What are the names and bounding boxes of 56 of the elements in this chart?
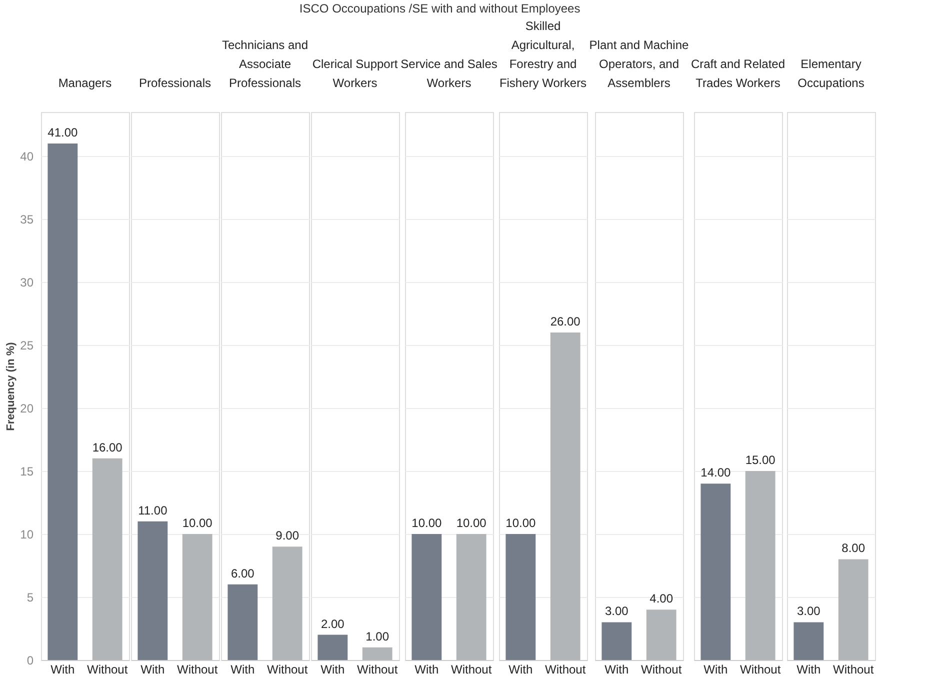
- x-tick-label: Without: [740, 662, 782, 676]
- y-tick-label: 30: [20, 276, 34, 290]
- y-axis-title: Frequency (in %): [5, 342, 18, 431]
- x-tick-label: Without: [86, 662, 128, 676]
- data-label: 14.00: [700, 466, 732, 480]
- x-tick-label: Without: [266, 662, 308, 676]
- data-label: 10.00: [506, 516, 536, 530]
- y-tick-label: 35: [20, 212, 34, 227]
- chart-title: Plant and Machine Operators, and Assemblers: [589, 38, 690, 90]
- x-tick-label: Without: [832, 662, 874, 676]
- data-label: 4.00: [650, 592, 674, 606]
- y-tick-label: 15: [20, 464, 34, 479]
- x-tick-label: With: [796, 662, 821, 676]
- x-tick-label: With: [508, 662, 533, 676]
- text: ISCO Occoupations /SE with and without Employees: [299, 2, 580, 16]
- data-label: 10.00: [182, 516, 213, 530]
- chart-title: Craft and Related Trades Workers: [690, 57, 786, 90]
- x-tick-label: With: [230, 662, 255, 676]
- x-tick-label: Without: [640, 662, 682, 676]
- x-tick-label: Without: [356, 662, 398, 676]
- x-tick-label: With: [604, 662, 629, 676]
- x-tick-label: With: [50, 662, 75, 676]
- chart-title: Service and Sales Workers: [400, 57, 498, 90]
- x-tick-label: With: [140, 662, 165, 676]
- chart-title: Professionals: [138, 76, 212, 90]
- x-tick-label: With: [704, 662, 728, 676]
- data-label: 3.00: [796, 604, 821, 618]
- chart-title: Clerical Support Workers: [312, 57, 398, 90]
- y-tick-label: 20: [20, 402, 34, 416]
- x-tick-label: Without: [544, 662, 586, 676]
- data-label: 26.00: [550, 314, 581, 328]
- data-label: 2.00: [320, 616, 345, 631]
- chart-title: Technicians and Associate Professionals: [222, 38, 308, 90]
- data-label: 41.00: [48, 125, 78, 140]
- y-tick-label: 25: [20, 338, 34, 353]
- data-label: 10.00: [412, 516, 442, 530]
- data-label: 1.00: [366, 629, 390, 644]
- data-label: 10.00: [456, 516, 487, 530]
- chart-title: Managers: [58, 76, 112, 90]
- x-tick-label: Without: [450, 662, 492, 676]
- x-tick-label: With: [320, 662, 345, 676]
- data-label: 15.00: [745, 453, 776, 468]
- y-tick-label: 40: [20, 150, 34, 164]
- y-tick-label: 10: [20, 528, 34, 542]
- x-tick-label: With: [414, 662, 439, 676]
- data-label: 16.00: [92, 440, 123, 454]
- data-label: 6.00: [230, 566, 255, 580]
- x-tick-label: Without: [176, 662, 218, 676]
- data-label: 9.00: [276, 528, 300, 543]
- data-label: 3.00: [604, 604, 629, 618]
- chart-title: Elementary Occupations: [798, 57, 864, 90]
- data-label: 8.00: [842, 541, 866, 556]
- y-tick-label: 5: [26, 590, 34, 605]
- y-tick-label: 0: [26, 654, 34, 668]
- data-label: 11.00: [138, 503, 168, 518]
- chart-title: Skilled Agricultural, Forestry and Fishery Workers: [499, 19, 587, 90]
